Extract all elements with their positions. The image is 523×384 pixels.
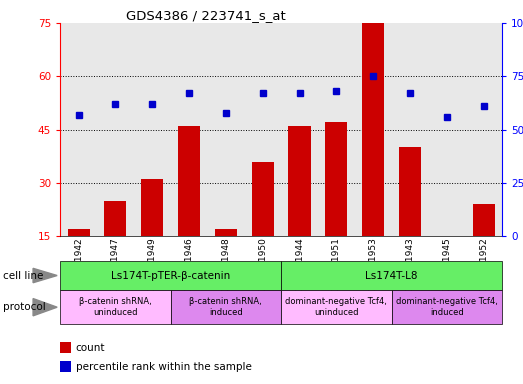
Bar — [252, 162, 274, 236]
Text: protocol: protocol — [3, 302, 46, 312]
Polygon shape — [33, 299, 57, 316]
Text: cell line: cell line — [3, 270, 43, 281]
Bar — [325, 122, 347, 236]
Bar — [60, 290, 170, 324]
Text: Ls174T-pTER-β-catenin: Ls174T-pTER-β-catenin — [111, 270, 230, 281]
Bar — [170, 290, 281, 324]
Text: dominant-negative Tcf4,
uninduced: dominant-negative Tcf4, uninduced — [286, 298, 388, 317]
Bar — [281, 261, 502, 290]
Text: β-catenin shRNA,
uninduced: β-catenin shRNA, uninduced — [79, 298, 152, 317]
Bar — [60, 342, 71, 353]
Text: dominant-negative Tcf4,
induced: dominant-negative Tcf4, induced — [396, 298, 498, 317]
Text: count: count — [76, 343, 105, 353]
Bar — [60, 261, 281, 290]
Bar — [362, 23, 384, 236]
Bar — [178, 126, 200, 236]
Text: Ls174T-L8: Ls174T-L8 — [366, 270, 418, 281]
Bar — [67, 229, 89, 236]
Text: β-catenin shRNA,
induced: β-catenin shRNA, induced — [189, 298, 262, 317]
Bar — [281, 290, 392, 324]
Text: percentile rank within the sample: percentile rank within the sample — [76, 362, 252, 372]
Bar — [436, 236, 458, 243]
Bar — [60, 361, 71, 372]
Bar — [289, 126, 311, 236]
Bar — [392, 290, 502, 324]
Text: GDS4386 / 223741_s_at: GDS4386 / 223741_s_at — [127, 9, 286, 22]
Bar — [215, 229, 237, 236]
Bar — [141, 179, 163, 236]
Bar — [473, 204, 495, 236]
Bar — [105, 200, 127, 236]
Bar — [399, 147, 421, 236]
Polygon shape — [33, 268, 57, 283]
